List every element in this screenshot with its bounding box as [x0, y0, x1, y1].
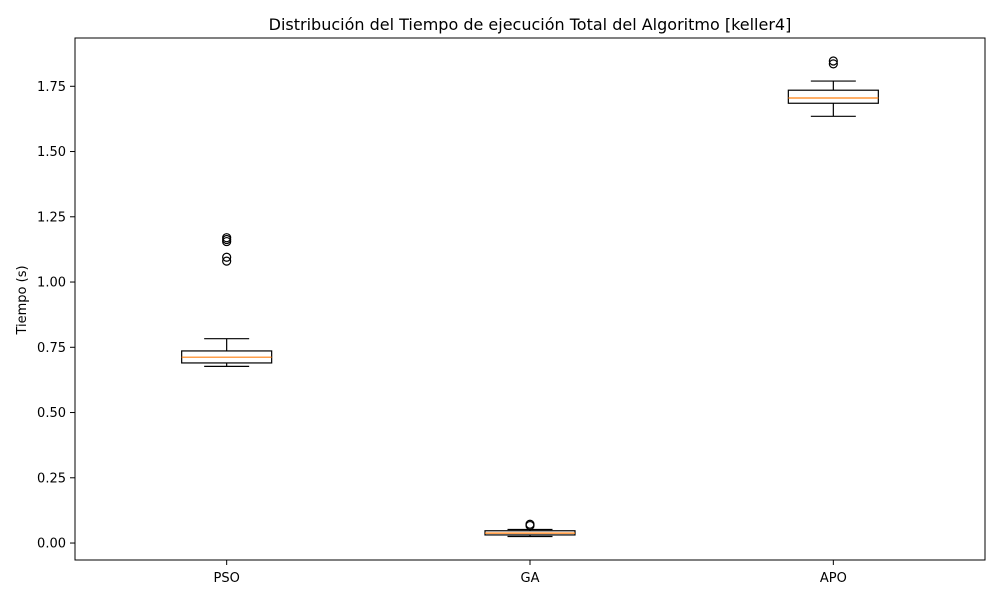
y-tick-label: 1.00	[37, 276, 66, 291]
outlier-point	[828, 56, 838, 66]
y-tick-label: 0.75	[37, 341, 66, 356]
box-apo	[787, 56, 879, 117]
y-tick-label: 0.25	[37, 471, 66, 486]
plot-frame	[74, 37, 986, 561]
x-axis-ticks: PSO GA APO	[214, 560, 847, 586]
outlier-point	[222, 252, 232, 262]
y-axis-label: Tiempo (s)	[15, 265, 30, 335]
y-tick-label: 0.00	[37, 537, 66, 552]
y-axis-ticks: 0.00 0.25 0.50 0.75 1.00 1.25 1.50 1.75	[37, 80, 75, 552]
outlier-point	[525, 519, 535, 529]
box-pso	[181, 233, 273, 367]
y-tick-label: 0.50	[37, 406, 66, 421]
box-series	[181, 56, 879, 538]
x-tick-label: GA	[521, 571, 540, 586]
x-tick-label: PSO	[214, 571, 240, 586]
outlier-point	[828, 59, 838, 69]
outlier-point	[222, 233, 232, 243]
box-ga	[484, 519, 576, 538]
y-tick-label: 1.75	[37, 80, 66, 95]
y-tick-label: 1.50	[37, 145, 66, 160]
y-tick-label: 1.25	[37, 210, 66, 225]
chart-title: Distribución del Tiempo de ejecución Tot…	[269, 15, 792, 34]
x-tick-label: APO	[820, 571, 847, 586]
iqr-box	[787, 89, 879, 104]
outlier-point	[222, 256, 232, 266]
